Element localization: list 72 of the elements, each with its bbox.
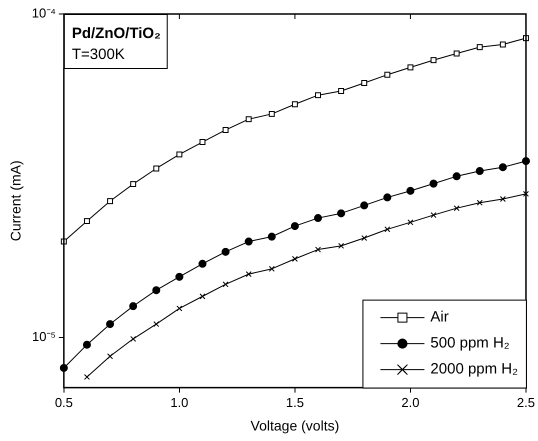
- point: [314, 214, 322, 222]
- point: [130, 181, 136, 188]
- y-tick-label: 10⁻⁴: [32, 6, 56, 21]
- point: [360, 201, 368, 210]
- point: [452, 172, 461, 180]
- legend-label: Air: [430, 308, 449, 326]
- x-tick-label: 2.0: [401, 394, 420, 410]
- point: [200, 139, 206, 146]
- point: [384, 72, 390, 78]
- point: [500, 196, 506, 202]
- annotation: T=300K: [72, 46, 125, 63]
- legend-label: 2000 ppm H₂: [430, 360, 518, 378]
- point: [176, 305, 182, 312]
- point: [315, 92, 321, 98]
- point: [383, 193, 392, 202]
- point: [107, 198, 114, 204]
- annotation: Pd/ZnO/TiO₂: [72, 25, 161, 42]
- point: [337, 209, 346, 218]
- point: [130, 336, 136, 342]
- point: [338, 88, 344, 94]
- point: [198, 260, 206, 268]
- point: [222, 281, 229, 288]
- point: [84, 374, 90, 380]
- point: [107, 353, 114, 360]
- point: [476, 44, 483, 50]
- point: [153, 321, 160, 328]
- point: [430, 212, 437, 218]
- x-tick-label: 1.0: [170, 394, 188, 410]
- legend-label: 500 ppm H₂: [430, 334, 510, 352]
- point: [361, 235, 368, 241]
- point: [175, 272, 184, 281]
- point: [84, 218, 90, 224]
- point: [292, 101, 298, 108]
- point: [268, 266, 275, 272]
- x-tick-label: 0.5: [54, 394, 73, 410]
- point: [222, 127, 229, 133]
- point: [498, 163, 507, 172]
- point: [406, 186, 414, 195]
- point: [384, 226, 390, 232]
- point: [82, 340, 91, 349]
- point: [153, 166, 160, 172]
- point: [476, 200, 483, 206]
- point: [106, 320, 114, 328]
- point: [152, 286, 160, 294]
- point: [176, 151, 182, 158]
- point: [454, 205, 460, 212]
- point: [430, 180, 438, 188]
- y-tick-label: 10⁻⁵: [32, 329, 56, 344]
- point: [454, 50, 460, 56]
- point: [315, 246, 321, 253]
- point: [430, 57, 437, 64]
- point: [129, 302, 138, 310]
- point: [290, 222, 299, 230]
- point: [244, 238, 253, 246]
- point: [338, 242, 344, 249]
- point: [500, 42, 506, 48]
- point: [222, 248, 230, 256]
- point: [268, 232, 276, 241]
- point: [361, 80, 368, 86]
- point: [476, 167, 484, 176]
- point: [407, 219, 414, 226]
- point: [407, 64, 414, 70]
- point: [292, 256, 298, 262]
- point: [246, 116, 252, 122]
- point: [268, 110, 275, 117]
- x-tick-label: 2.5: [516, 394, 536, 410]
- point: [200, 293, 206, 300]
- point: [246, 271, 252, 278]
- x-tick-label: 1.5: [286, 394, 304, 410]
- y-axis-title: Current (mA): [7, 160, 24, 242]
- x-axis-title: Voltage (volts): [250, 417, 340, 434]
- point: [522, 190, 529, 197]
